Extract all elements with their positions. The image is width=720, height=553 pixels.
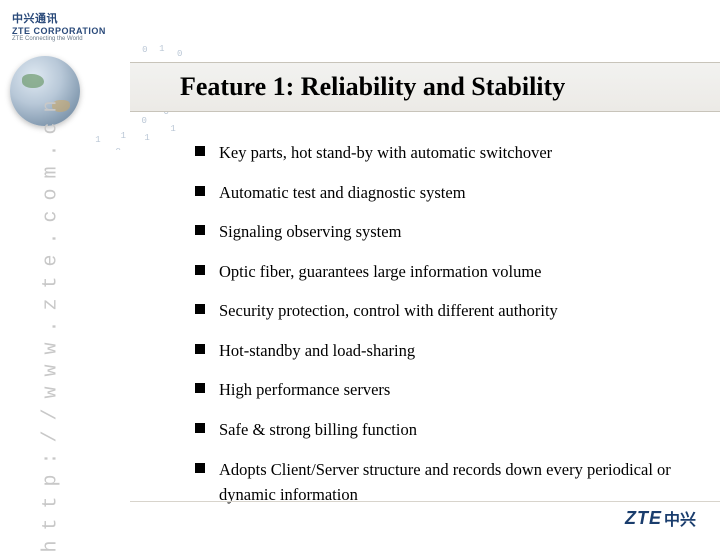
binary-digit: 1 — [121, 131, 126, 141]
bullet-marker-icon — [195, 225, 205, 235]
footer-divider — [130, 501, 720, 502]
binary-digit: 0 — [177, 49, 182, 59]
bullet-item: Security protection, control with differ… — [195, 298, 690, 324]
footer-brand-en: ZTE — [625, 508, 662, 529]
bullet-text: Hot-standby and load-sharing — [219, 338, 415, 364]
bullet-marker-icon — [195, 383, 205, 393]
slide: 中兴通讯 ZTE CORPORATION ZTE Connecting the … — [0, 0, 720, 540]
bullet-text: Adopts Client/Server structure and recor… — [219, 457, 690, 508]
bullet-item: Key parts, hot stand-by with automatic s… — [195, 140, 690, 166]
bullet-item: Adopts Client/Server structure and recor… — [195, 457, 690, 508]
binary-digit: 0 — [142, 45, 147, 55]
footer-logo: ZTE 中兴 — [625, 506, 696, 530]
bullet-marker-icon — [195, 423, 205, 433]
bullet-text: Safe & strong billing function — [219, 417, 417, 443]
bullet-marker-icon — [195, 146, 205, 156]
title-bar: Feature 1: Reliability and Stability — [130, 62, 720, 112]
binary-digit: 0 — [116, 147, 121, 150]
bullet-marker-icon — [195, 186, 205, 196]
bullet-marker-icon — [195, 265, 205, 275]
bullet-item: Signaling observing system — [195, 219, 690, 245]
bullet-text: Signaling observing system — [219, 219, 401, 245]
bullet-item: Hot-standby and load-sharing — [195, 338, 690, 364]
bullet-item: Safe & strong billing function — [195, 417, 690, 443]
bullet-text: Key parts, hot stand-by with automatic s… — [219, 140, 552, 166]
bullet-text: Optic fiber, guarantees large informatio… — [219, 259, 542, 285]
footer-brand-cn: 中兴 — [664, 506, 696, 530]
bullet-item: Optic fiber, guarantees large informatio… — [195, 259, 690, 285]
bullet-text: Automatic test and diagnostic system — [219, 180, 466, 206]
bullet-marker-icon — [195, 344, 205, 354]
binary-digit: 1 — [95, 135, 100, 145]
bullet-item: Automatic test and diagnostic system — [195, 180, 690, 206]
brand-cn: 中兴通讯 — [12, 13, 58, 25]
bullet-marker-icon — [195, 304, 205, 314]
bullet-list: Key parts, hot stand-by with automatic s… — [195, 140, 690, 522]
watermark-url: http://www.zte.com.cn — [40, 90, 63, 552]
slide-title: Feature 1: Reliability and Stability — [180, 72, 565, 102]
bullet-text: Security protection, control with differ… — [219, 298, 558, 324]
binary-digit: 0 — [142, 116, 147, 126]
bullet-marker-icon — [195, 463, 205, 473]
binary-digit: 1 — [144, 133, 149, 143]
brand-tagline: ZTE Connecting the World — [12, 36, 83, 42]
bullet-item: High performance servers — [195, 377, 690, 403]
binary-digit: 1 — [159, 44, 164, 54]
bullet-text: High performance servers — [219, 377, 390, 403]
binary-digit: 1 — [170, 124, 175, 134]
